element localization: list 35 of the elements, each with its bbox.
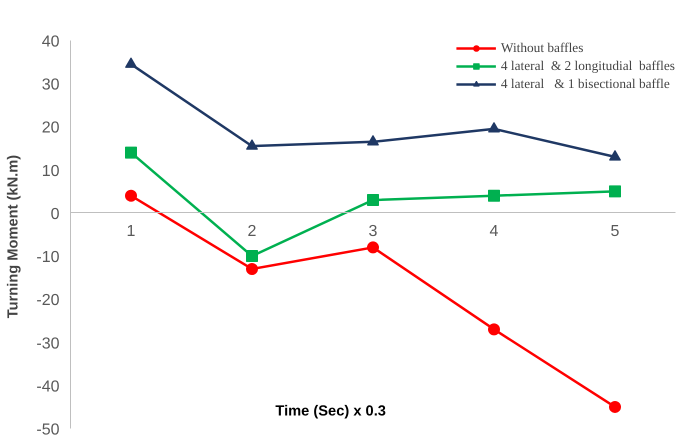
x-axis-title: Time (Sec) x 0.3 <box>275 403 386 420</box>
point <box>125 57 137 68</box>
y-tick-label: -50 <box>36 422 60 438</box>
y-tick-label: 20 <box>42 120 60 137</box>
y-tick-label: 30 <box>42 76 60 94</box>
point <box>246 250 258 262</box>
point <box>609 400 621 413</box>
y-tick-label: 0 <box>50 206 60 223</box>
legend-label: Without baffles <box>500 40 584 56</box>
point <box>488 190 500 202</box>
point <box>609 185 621 198</box>
point <box>488 323 500 336</box>
y-tick-label: -30 <box>36 335 60 352</box>
legend-label: 4 lateral & 2 longitudial baffles <box>500 58 675 74</box>
x-tick-label: 5 <box>610 222 620 240</box>
point <box>125 190 137 202</box>
x-tick-label: 2 <box>248 222 257 240</box>
point <box>367 134 379 146</box>
point <box>125 146 137 159</box>
x-tick-label: 3 <box>368 222 378 240</box>
y-tick-label: -40 <box>36 378 60 396</box>
legend-label: 4 lateral & 1 bisectional baffle <box>500 76 670 92</box>
point <box>367 194 379 206</box>
point <box>367 241 379 254</box>
point <box>246 139 258 150</box>
x-tick-label: 1 <box>126 222 136 240</box>
point <box>609 150 621 161</box>
point <box>488 122 500 133</box>
x-tick-label: 4 <box>490 222 499 240</box>
y-tick-label: 40 <box>42 34 60 50</box>
point <box>246 263 258 275</box>
y-tick-label: -10 <box>36 249 60 266</box>
y-tick-label: 10 <box>42 162 60 180</box>
y-tick-label: -20 <box>36 292 60 310</box>
y-axis-title: Turning Moment (kN.m) <box>5 154 22 318</box>
